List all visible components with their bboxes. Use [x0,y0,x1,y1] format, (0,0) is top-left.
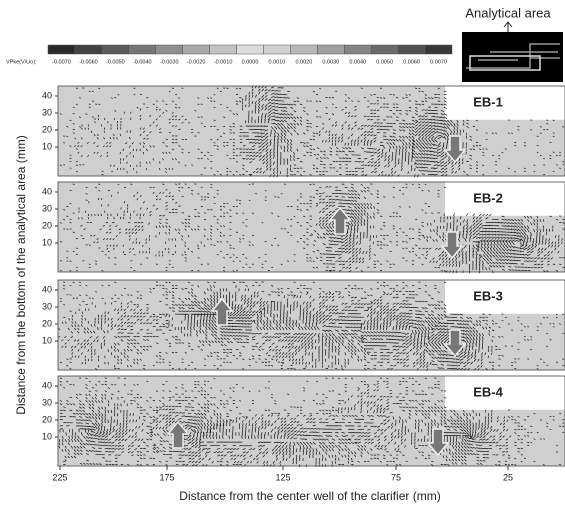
panel-label: EB-3 [473,288,503,303]
y-tick-label: 10 [42,431,52,441]
colorbar-swatch [290,44,318,55]
colorbar-swatch [182,44,210,55]
flow-arrow [443,135,467,164]
colorbar-swatch [209,44,237,55]
colorbar-swatch [263,44,291,55]
y-tick-label: 20 [42,414,52,424]
y-tick-label: 20 [42,318,52,328]
y-tick-label: 30 [42,301,52,311]
x-tick-label: 175 [159,472,174,482]
colorbar-swatch [424,44,453,55]
panel-label: EB-1 [473,94,503,109]
panel: EB-1 40 30 20 10 [42,85,565,178]
colorbar-tick-label: 0.0000 [242,59,259,65]
panel-label: EB-4 [473,384,503,399]
panel: EB-4 40 30 20 10 [42,375,565,468]
colorbar-tick-label: -0.0070 [52,59,71,65]
colorbar-swatch [47,44,76,55]
colorbar-swatch [370,44,399,55]
outside-region [445,376,565,410]
y-tick-label: 10 [42,141,52,151]
panel-label: EB-2 [473,190,503,205]
y-tick-label: 30 [42,107,52,117]
colorbar-swatch [344,44,372,55]
panel-frame [57,279,565,371]
flow-arrow [426,428,450,457]
colorbar-tick-label: 0.0040 [349,59,366,65]
colorbar-tick-label: 0.0020 [295,59,312,65]
colorbar-tick-label: 0.0060 [403,59,420,65]
y-tick-label: 20 [42,220,52,230]
panels: EB-140302010EB-240302010EB-340302010EB-4… [42,85,565,482]
colorbar-tick-label: 0.0070 [430,59,447,65]
y-tick-label: 40 [42,284,52,294]
flow-arrow [166,420,190,449]
colorbar-tick-label: -0.0040 [133,59,152,65]
colorbar-swatch [128,44,156,55]
flow-arrow [210,297,234,326]
colorbar-tick-label: 0.0030 [322,59,339,65]
colorbar-tick-label: -0.0030 [160,59,179,65]
y-axis-title: Distance from the bottom of the analytic… [14,135,28,414]
outside-region [445,86,565,120]
inset [462,32,563,82]
panel-frame [57,375,565,467]
vector-field [57,281,565,371]
y-tick-label: 40 [42,90,52,100]
outside-region [445,182,565,216]
x-tick-label: 75 [391,472,401,482]
x-axis-title: Distance from the center well of the cla… [179,489,440,503]
y-tick-label: 40 [42,380,52,390]
panel: EB-2 40 30 20 10 [42,181,565,274]
colorbar-swatch [74,44,103,55]
colorbar-tick-label: -0.0060 [79,59,98,65]
colorbar-tick-label: -0.0020 [187,59,206,65]
y-tick-label: 30 [42,397,52,407]
colorbar-swatch [155,44,183,55]
panel-frame [57,85,565,177]
x-tick-label: 225 [52,472,67,482]
colorbar-label: VPke(V/Uo): [6,59,37,65]
colorbar-tick-label: -0.0050 [106,59,125,65]
vector-field [59,85,565,178]
colorbar-tick-label: 0.0050 [376,59,393,65]
panel-frame [57,181,565,273]
y-tick-label: 10 [42,237,52,247]
colorbar-swatch [317,44,345,55]
inset-arrow-head [503,21,513,28]
vector-field [59,183,565,274]
colorbar-swatch [236,44,264,55]
x-tick-label: 25 [503,472,513,482]
flow-arrow [440,231,464,260]
y-tick-label: 10 [42,335,52,345]
x-tick-label: 125 [275,472,290,482]
flow-arrow [443,329,467,358]
inset-label: Analytical area [465,5,551,20]
y-tick-label: 30 [42,203,52,213]
y-tick-label: 40 [42,186,52,196]
colorbar: -0.0070 -0.0060 -0.0050 -0.0040 -0.0030 -0.00… [47,44,453,65]
vector-field [58,377,565,468]
colorbar-tick-label: -0.0010 [214,59,233,65]
outside-region [445,280,565,314]
colorbar-tick-label: 0.0010 [269,59,286,65]
flow-arrow [328,206,352,235]
colorbar-swatch [397,44,426,55]
colorbar-swatch [101,44,130,55]
panel: EB-3 40 30 20 10 [42,279,565,371]
y-tick-label: 20 [42,124,52,134]
